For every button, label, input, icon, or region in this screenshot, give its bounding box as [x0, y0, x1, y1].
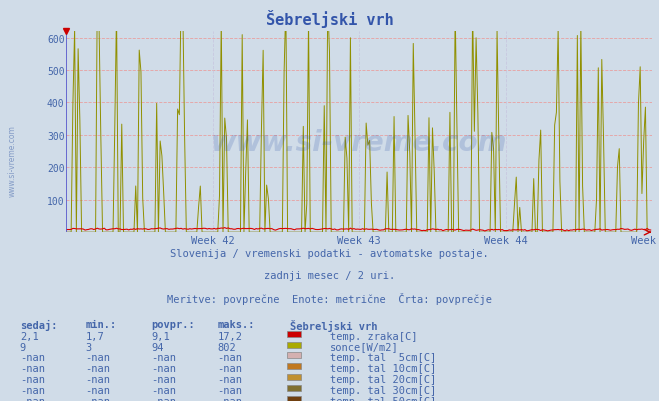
Text: 17,2: 17,2	[217, 331, 243, 341]
Text: -nan: -nan	[152, 363, 177, 373]
Text: 802: 802	[217, 342, 236, 352]
Text: 1,7: 1,7	[86, 331, 104, 341]
Text: temp. tal 30cm[C]: temp. tal 30cm[C]	[330, 385, 436, 395]
Text: maks.:: maks.:	[217, 319, 255, 329]
Text: -nan: -nan	[217, 374, 243, 384]
Text: -nan: -nan	[152, 374, 177, 384]
Text: sonce[W/m2]: sonce[W/m2]	[330, 342, 398, 352]
Text: -nan: -nan	[20, 352, 45, 363]
Text: -nan: -nan	[86, 374, 111, 384]
Text: temp. zraka[C]: temp. zraka[C]	[330, 331, 417, 341]
Text: 9,1: 9,1	[152, 331, 170, 341]
Text: -nan: -nan	[86, 385, 111, 395]
Text: -nan: -nan	[86, 363, 111, 373]
Text: temp. tal 10cm[C]: temp. tal 10cm[C]	[330, 363, 436, 373]
Text: -nan: -nan	[217, 352, 243, 363]
Text: 94: 94	[152, 342, 164, 352]
Text: www.si-vreme.com: www.si-vreme.com	[8, 125, 17, 196]
Text: Šebreljski vrh: Šebreljski vrh	[266, 10, 393, 28]
Text: 9: 9	[20, 342, 26, 352]
Text: www.si-vreme.com: www.si-vreme.com	[211, 128, 507, 156]
Text: 3: 3	[86, 342, 92, 352]
Text: -nan: -nan	[20, 363, 45, 373]
Text: sedaj:: sedaj:	[20, 319, 57, 330]
Text: -nan: -nan	[20, 385, 45, 395]
Text: temp. tal 20cm[C]: temp. tal 20cm[C]	[330, 374, 436, 384]
Text: -nan: -nan	[217, 385, 243, 395]
Text: temp. tal  5cm[C]: temp. tal 5cm[C]	[330, 352, 436, 363]
Text: -nan: -nan	[217, 396, 243, 401]
Text: Šebreljski vrh: Šebreljski vrh	[290, 319, 378, 331]
Text: 2,1: 2,1	[20, 331, 38, 341]
Text: -nan: -nan	[86, 396, 111, 401]
Text: zadnji mesec / 2 uri.: zadnji mesec / 2 uri.	[264, 271, 395, 281]
Text: min.:: min.:	[86, 319, 117, 329]
Text: -nan: -nan	[86, 352, 111, 363]
Text: Slovenija / vremenski podatki - avtomatske postaje.: Slovenija / vremenski podatki - avtomats…	[170, 249, 489, 259]
Text: -nan: -nan	[217, 363, 243, 373]
Text: -nan: -nan	[20, 374, 45, 384]
Text: Meritve: povprečne  Enote: metrične  Črta: povprečje: Meritve: povprečne Enote: metrične Črta:…	[167, 293, 492, 305]
Text: -nan: -nan	[152, 352, 177, 363]
Text: -nan: -nan	[152, 396, 177, 401]
Text: -nan: -nan	[152, 385, 177, 395]
Text: povpr.:: povpr.:	[152, 319, 195, 329]
Text: temp. tal 50cm[C]: temp. tal 50cm[C]	[330, 396, 436, 401]
Text: -nan: -nan	[20, 396, 45, 401]
